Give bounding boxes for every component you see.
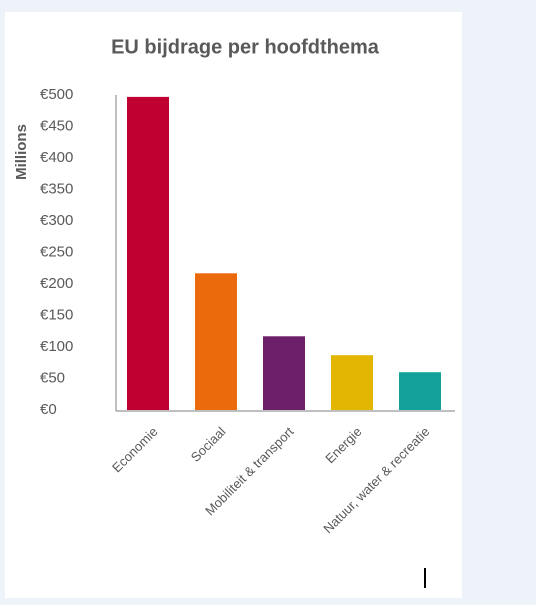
y-tick-label: €500 [40,86,73,103]
bar [127,96,169,410]
y-tick-label: €50 [40,369,65,386]
y-tick-label: €350 [40,180,73,197]
y-tick-label: €100 [40,338,73,355]
y-tick-label: €400 [40,149,73,166]
y-axis-title: Millions [13,124,30,180]
y-tick-label: €0 [40,401,57,418]
y-tick-label: €300 [40,212,73,229]
bar [399,372,441,410]
y-tick-label: €450 [40,117,73,134]
y-tick-label: €150 [40,306,73,323]
chart-title: EU bijdrage per hoofdthema [111,36,380,58]
bar [195,273,237,410]
bar [263,336,305,410]
y-tick-label: €200 [40,275,73,292]
y-tick-label: €250 [40,243,73,260]
bar [331,355,373,410]
